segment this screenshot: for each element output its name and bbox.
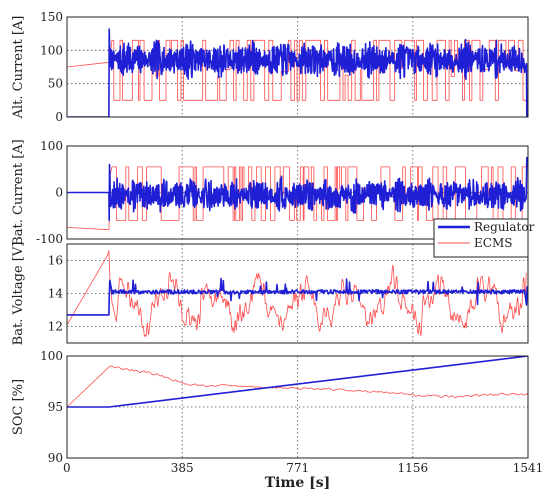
legend-box: [433, 218, 529, 258]
series-regulator-line: [67, 156, 528, 222]
y-axis-label: SOC [%]: [11, 379, 26, 435]
y-axis-label: Bat. Voltage [V]: [11, 242, 26, 346]
axes-frame: [66, 16, 529, 118]
y-tick-label: -100: [36, 232, 63, 246]
legend-label-regulator: Regulator: [474, 220, 535, 234]
y-tick-label: 0: [55, 186, 63, 200]
y-tick-label: 12: [48, 320, 63, 334]
y-tick-label: 100: [40, 349, 63, 363]
axes-frame: [66, 355, 529, 459]
y-axis-label: Bat. Current [A]: [11, 139, 26, 246]
x-tick-label: 1156: [398, 461, 429, 475]
y-tick-label: 95: [48, 400, 63, 414]
panel-3: [66, 218, 529, 344]
series-regulator-line: [67, 356, 528, 408]
series-ecms-line: [67, 250, 527, 337]
series-regulator-line: [67, 277, 528, 316]
y-tick-label: 100: [40, 139, 63, 153]
y-tick-label: 14: [48, 287, 64, 301]
panel-1: [66, 16, 529, 118]
y-tick-label: 90: [48, 451, 63, 465]
legend: [433, 218, 529, 258]
y-tick-label: 50: [48, 77, 63, 91]
x-tick-label: 385: [171, 461, 194, 475]
y-tick-label: 100: [40, 43, 63, 57]
x-axis-label: Time [s]: [265, 475, 330, 491]
axes-frame: [66, 243, 529, 344]
x-tick-label: 0: [63, 461, 71, 475]
panel-4: [66, 355, 529, 459]
series-ecms-line: [67, 365, 528, 408]
x-tick-label: 1541: [513, 461, 544, 475]
y-tick-label: 150: [40, 10, 63, 24]
axes-frame: [66, 145, 529, 240]
series-regulator-line: [67, 28, 528, 117]
x-tick-label: 771: [286, 461, 309, 475]
y-tick-label: 16: [48, 254, 63, 268]
y-tick-label: 0: [55, 110, 63, 124]
series-ecms-line: [67, 39, 528, 101]
legend-label-ecms: ECMS: [474, 236, 512, 250]
y-axis-label: Alt. Current [A]: [11, 16, 26, 120]
